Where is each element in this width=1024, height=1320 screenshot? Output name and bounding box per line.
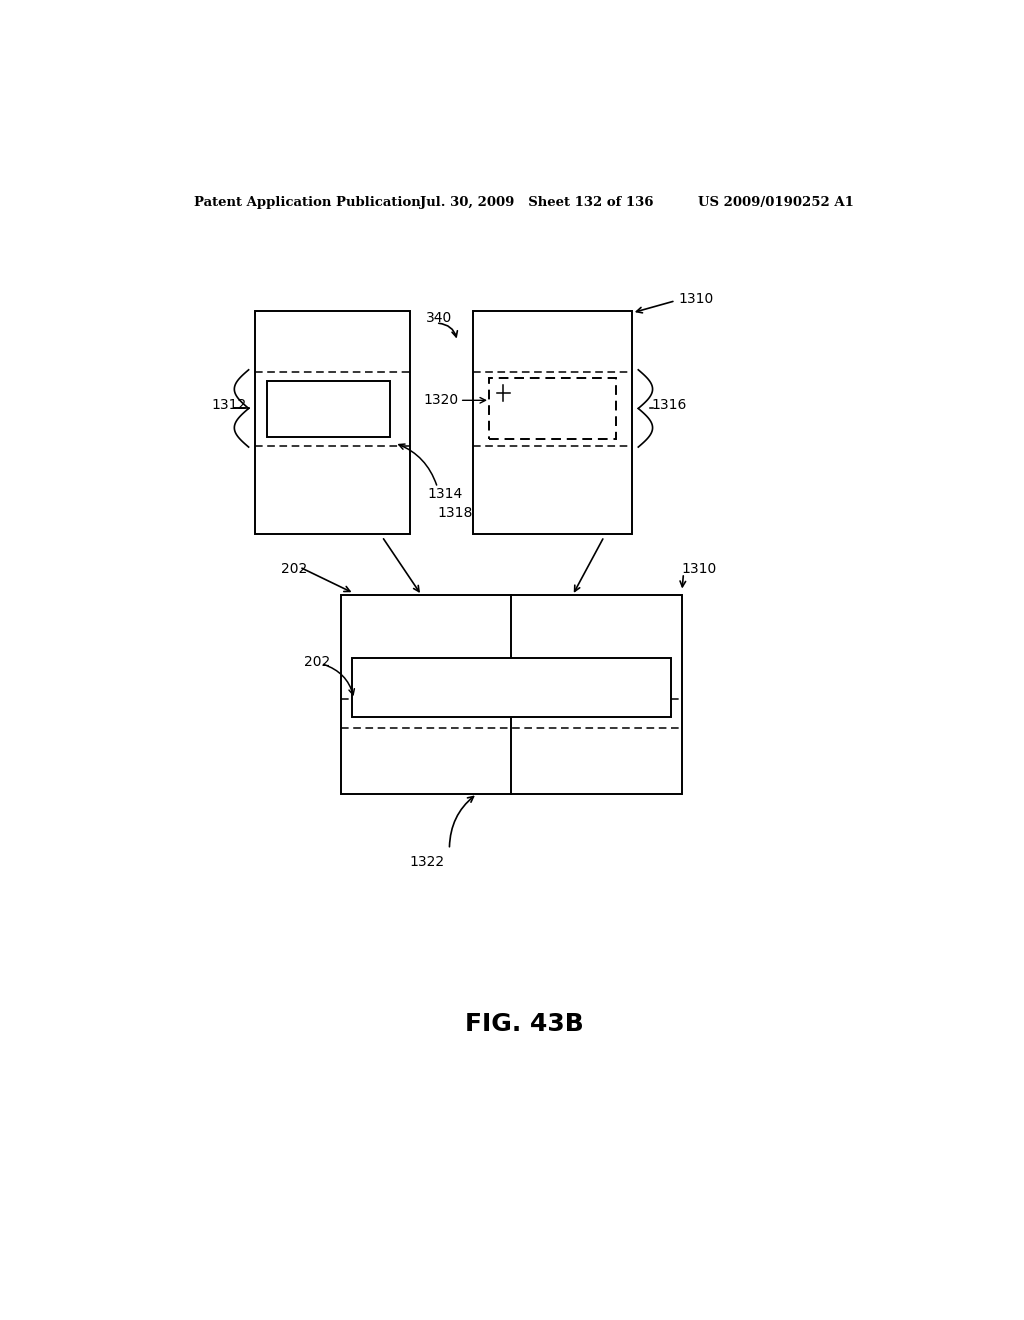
Text: FIG. 43B: FIG. 43B bbox=[466, 1012, 584, 1036]
Text: 1320: 1320 bbox=[424, 393, 459, 408]
Text: US 2009/0190252 A1: US 2009/0190252 A1 bbox=[697, 195, 854, 209]
Text: 1318: 1318 bbox=[437, 506, 473, 520]
FancyBboxPatch shape bbox=[267, 381, 390, 437]
Text: 340: 340 bbox=[426, 312, 452, 325]
Text: 202: 202 bbox=[304, 655, 331, 668]
Text: 1310: 1310 bbox=[681, 562, 717, 576]
Text: 1314: 1314 bbox=[427, 487, 463, 500]
FancyBboxPatch shape bbox=[489, 378, 616, 440]
FancyBboxPatch shape bbox=[352, 659, 671, 718]
Text: 1322: 1322 bbox=[410, 855, 444, 869]
Text: 202: 202 bbox=[282, 562, 307, 576]
Text: 1316: 1316 bbox=[652, 399, 687, 412]
Text: 1310: 1310 bbox=[678, 292, 713, 306]
Text: Patent Application Publication: Patent Application Publication bbox=[194, 195, 421, 209]
Text: 1312: 1312 bbox=[211, 399, 247, 412]
Text: Jul. 30, 2009   Sheet 132 of 136: Jul. 30, 2009 Sheet 132 of 136 bbox=[420, 195, 653, 209]
